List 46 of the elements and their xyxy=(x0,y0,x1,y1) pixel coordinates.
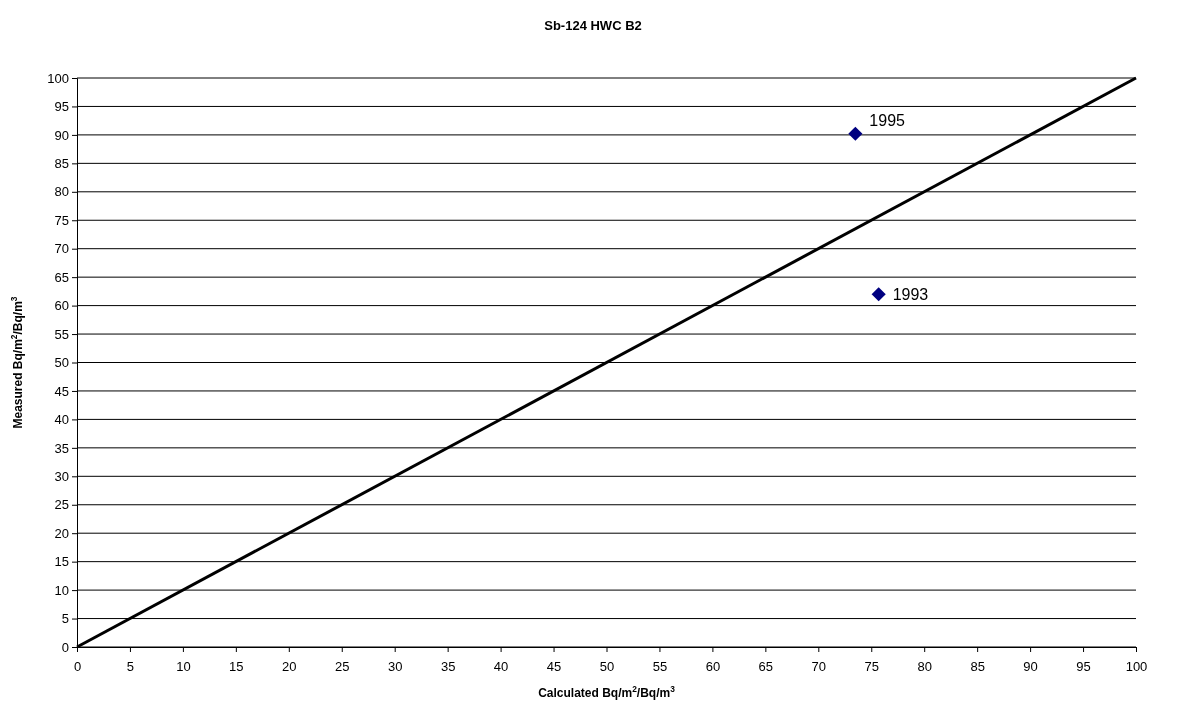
y-tick-label: 5 xyxy=(61,611,69,627)
y-tick-label: 30 xyxy=(54,468,69,484)
y-tick-label: 45 xyxy=(54,383,69,399)
x-tick-label: 95 xyxy=(1076,658,1091,674)
y-tick-label: 15 xyxy=(54,554,69,570)
x-tick-label: 0 xyxy=(73,658,82,674)
annotation: 1993 xyxy=(892,286,929,304)
x-tick-label: 45 xyxy=(546,658,562,674)
y-tick-label: 70 xyxy=(54,241,69,257)
x-tick-label: 20 xyxy=(282,658,297,674)
x-tick-label: 90 xyxy=(1023,658,1038,674)
y-tick-label: 25 xyxy=(54,497,69,513)
y-tick-label: 80 xyxy=(54,184,69,200)
chart-title: Sb-124 HWC B2 xyxy=(544,18,642,33)
x-tick-label: 50 xyxy=(599,658,615,674)
x-tick-label: 85 xyxy=(970,658,985,674)
y-tick-label: 35 xyxy=(54,440,69,456)
x-tick-label: 55 xyxy=(652,658,668,674)
y-tick-label: 60 xyxy=(54,298,69,314)
annotation: 1995 xyxy=(869,111,906,129)
x-tick-label: 40 xyxy=(493,658,509,674)
y-tick-label: 75 xyxy=(54,212,69,228)
x-axis-title: Calculated Bq/m$^{2}$/Bq/m$^{3}$ xyxy=(538,684,676,700)
y-tick-label: 95 xyxy=(54,99,69,115)
y-tick-label: 10 xyxy=(54,582,69,598)
y-tick-label: 55 xyxy=(54,326,69,342)
y-tick-label: 0 xyxy=(61,639,69,655)
y-tick-label: 50 xyxy=(54,355,69,371)
y-tick-label: 90 xyxy=(54,127,69,143)
y-tick-label: 20 xyxy=(54,525,69,541)
x-tick-label: 35 xyxy=(440,658,456,674)
x-tick-label: 60 xyxy=(705,658,721,674)
x-tick-label: 100 xyxy=(1125,658,1148,674)
x-tick-label: 75 xyxy=(864,658,879,674)
x-tick-label: 80 xyxy=(917,658,932,674)
x-tick-label: 25 xyxy=(335,658,350,674)
x-tick-label: 70 xyxy=(811,658,827,674)
y-tick-label: 85 xyxy=(54,156,69,172)
x-tick-label: 5 xyxy=(126,658,135,674)
y-tick-label: 65 xyxy=(54,269,69,285)
x-tick-label: 15 xyxy=(229,658,244,674)
y-tick-label: 100 xyxy=(47,70,69,86)
x-tick-label: 30 xyxy=(387,658,403,674)
y-tick-label: 40 xyxy=(54,412,69,428)
x-tick-label: 10 xyxy=(176,658,191,674)
x-tick-label: 65 xyxy=(758,658,774,674)
